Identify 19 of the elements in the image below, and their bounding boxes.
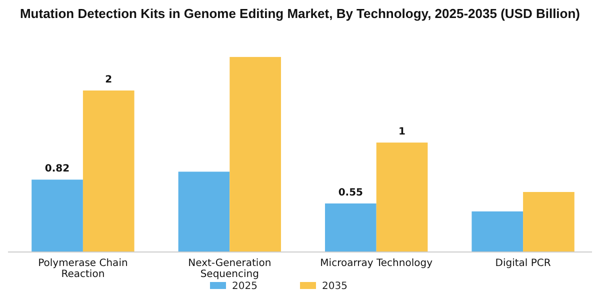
legend-label: 2035 bbox=[322, 281, 348, 292]
bar bbox=[230, 56, 281, 252]
x-tick-label: Polymerase Chain Reaction bbox=[38, 258, 128, 280]
x-tick-label: Next-Generation Sequencing bbox=[188, 258, 272, 280]
bar bbox=[523, 192, 574, 252]
bar bbox=[472, 211, 524, 252]
bar bbox=[178, 172, 230, 252]
data-label: 0.55 bbox=[338, 187, 364, 198]
bar bbox=[376, 142, 428, 252]
x-tick-label: Microarray Technology bbox=[320, 258, 433, 269]
chart-title: Mutation Detection Kits in Genome Editing Market, By Technology, 2025-2035 (USD Billion) bbox=[20, 6, 580, 21]
bar bbox=[82, 90, 134, 252]
bar bbox=[325, 203, 376, 252]
x-tick-label: Digital PCR bbox=[495, 258, 551, 269]
data-label: 1 bbox=[398, 126, 406, 138]
legend-label: 2025 bbox=[232, 281, 258, 292]
bar bbox=[32, 180, 83, 252]
data-label: 2 bbox=[105, 74, 112, 86]
data-label: 0.82 bbox=[44, 164, 70, 175]
